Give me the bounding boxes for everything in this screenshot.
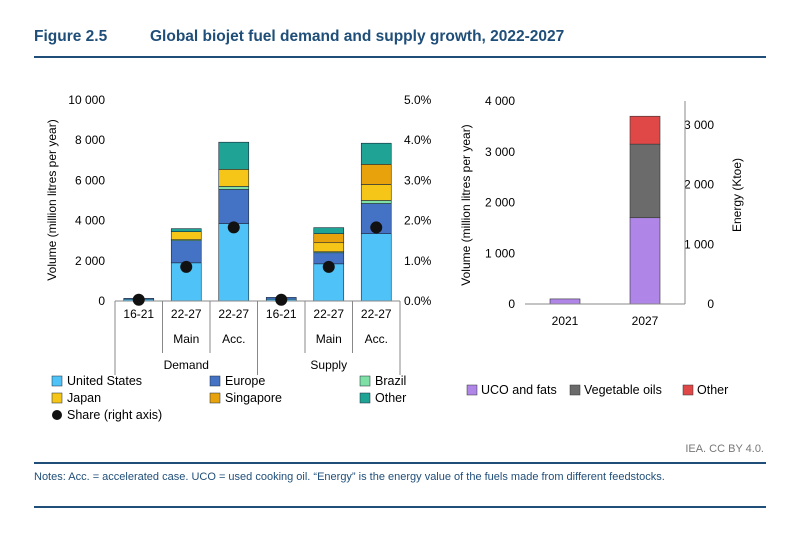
bar-europe [218, 189, 250, 224]
figure-number: Figure 2.5 [34, 28, 108, 45]
bar-other [218, 141, 250, 170]
bar-other [629, 115, 661, 145]
legend-swatch-singapore [209, 392, 221, 404]
bottom-rule [34, 506, 766, 508]
x-tick-label: 22-27 [361, 307, 392, 321]
bar-united-states [218, 223, 250, 302]
right-y-tick-label: 1.0% [404, 254, 432, 268]
bar-other [170, 228, 202, 232]
x-tick-sublabel: Main [316, 332, 342, 346]
figure-title-row: Figure 2.5 Global biojet fuel demand and … [34, 28, 564, 46]
bar-other [360, 142, 392, 165]
bar-japan [170, 231, 202, 240]
share-point [227, 221, 240, 234]
x-tick-label: 16-21 [123, 307, 154, 321]
x-tick-sublabel: Main [173, 332, 199, 346]
left-y-tick-label: 2 000 [75, 254, 105, 268]
legend-swatch-vegetable-oils [569, 384, 581, 396]
legend-label-other: Other [697, 383, 728, 397]
left-y-tick-label: 3 000 [485, 145, 515, 159]
x-tick-label: 22-27 [218, 307, 249, 321]
left-y-tick-label: 2 000 [485, 196, 515, 210]
legend-swatch-europe [209, 375, 221, 387]
x-tick-label: 22-27 [313, 307, 344, 321]
legend-swatch-other [682, 384, 694, 396]
right-y-tick-label: 3.0% [404, 173, 432, 187]
bar-japan [360, 184, 392, 201]
x-group-label: Demand [164, 358, 209, 372]
left-y-tick-label: 1 000 [485, 246, 515, 260]
left-y-axis-title: Volume (million litres per year) [459, 124, 473, 285]
legend-label-europe: Europe [225, 374, 265, 388]
bar-other [313, 227, 345, 234]
right-y-tick-label: 0 [707, 297, 714, 311]
left-y-tick-label: 4 000 [485, 94, 515, 108]
share-point [370, 221, 383, 234]
legend-swatch-japan [51, 392, 63, 404]
left-y-tick-label: 8 000 [75, 133, 105, 147]
bar-europe [170, 240, 202, 264]
left-y-tick-label: 0 [508, 297, 515, 311]
share-point [275, 293, 288, 306]
left-y-tick-label: 6 000 [75, 173, 105, 187]
x-tick-sublabel: Acc. [365, 332, 388, 346]
x-tick-sublabel: Acc. [222, 332, 245, 346]
legend-label-vegetable-oils: Vegetable oils [584, 383, 662, 397]
credit-text: IEA. CC BY 4.0. [685, 443, 764, 455]
right-y-tick-label: 2.0% [404, 214, 432, 228]
title-rule [34, 56, 766, 58]
right-y-tick-label: 4.0% [404, 133, 432, 147]
bar-uco-and-fats [549, 298, 581, 305]
legend-label-other: Other [375, 391, 406, 405]
x-group-label: Supply [310, 358, 347, 372]
right-y-tick-label: 1 000 [684, 237, 714, 251]
bar-vegetable-oils [629, 143, 661, 219]
bar-brazil [218, 186, 250, 190]
legend-swatch-united-states [51, 375, 63, 387]
left-y-tick-label: 0 [98, 294, 105, 308]
left-y-tick-label: 4 000 [75, 214, 105, 228]
right-y-tick-label: 0.0% [404, 294, 432, 308]
share-point [132, 293, 145, 306]
share-point [322, 260, 335, 273]
bar-uco-and-fats [629, 217, 661, 305]
right-y-tick-label: 3 000 [684, 118, 714, 132]
right-y-tick-label: 2 000 [684, 178, 714, 192]
left-y-axis-title: Volume (million litres per year) [45, 119, 59, 280]
bar-singapore [360, 164, 392, 185]
legend-label-brazil: Brazil [375, 374, 406, 388]
x-tick-label: 2021 [552, 314, 579, 328]
legend-swatch-other [359, 392, 371, 404]
bar-japan [313, 242, 345, 253]
bar-singapore [313, 233, 345, 244]
figure-title: Global biojet fuel demand and supply gro… [150, 28, 565, 45]
legend-label-share-right-axis: Share (right axis) [67, 408, 162, 422]
bar-japan [218, 169, 250, 187]
legend-swatch-brazil [359, 375, 371, 387]
notes-rule [34, 462, 766, 464]
legend-swatch-uco-and-fats [466, 384, 478, 396]
legend-label-singapore: Singapore [225, 391, 282, 405]
legend-label-uco-and-fats: UCO and fats [481, 383, 557, 397]
share-point [180, 260, 193, 273]
left-y-tick-label: 10 000 [68, 93, 105, 107]
legend-label-japan: Japan [67, 391, 101, 405]
x-tick-label: 22-27 [171, 307, 202, 321]
bar-brazil [360, 200, 392, 204]
right-y-tick-label: 5.0% [404, 93, 432, 107]
notes-text: Notes: Acc. = accelerated case. UCO = us… [34, 471, 665, 483]
x-tick-label: 2027 [632, 314, 659, 328]
bar-united-states [360, 233, 392, 302]
legend-share-marker [52, 410, 62, 420]
right-y-axis-title: Energy (Ktoe) [730, 158, 744, 232]
x-tick-label: 16-21 [266, 307, 297, 321]
legend-label-united-states: United States [67, 374, 142, 388]
